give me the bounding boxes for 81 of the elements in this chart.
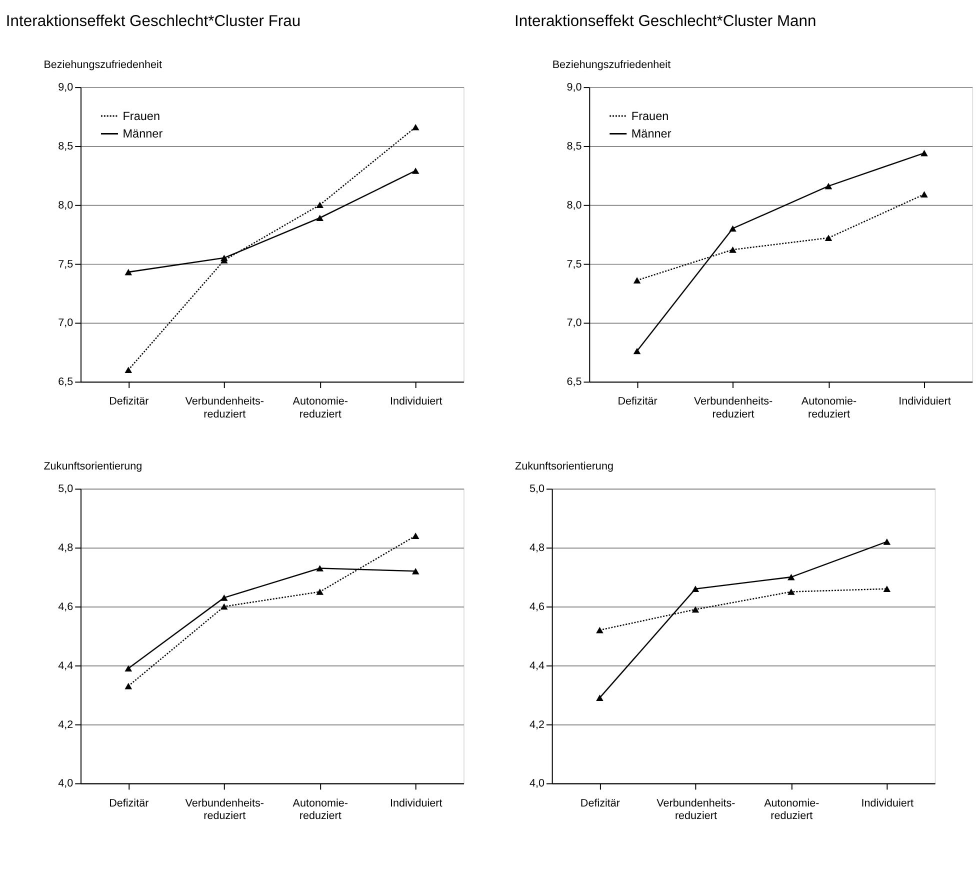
- point: [596, 694, 604, 701]
- x-tick-label: Defizitär: [109, 396, 150, 408]
- y-tick-label: 9,0: [566, 82, 582, 94]
- y-axis-title: Zukunftsorientierung: [515, 460, 614, 473]
- point: [124, 366, 132, 374]
- x-tick-label: Autonomie- reduziert: [801, 396, 857, 420]
- point: [788, 588, 795, 595]
- y-tick-label: 4,4: [58, 660, 74, 672]
- x-tick-label: Individuiert: [390, 396, 442, 408]
- point: [220, 254, 228, 262]
- point: [412, 124, 420, 130]
- y-tick-label: 4,8: [58, 542, 74, 554]
- y-tick-label: 6,5: [58, 376, 74, 388]
- point: [883, 586, 891, 592]
- legend-label: Frauen: [631, 110, 669, 123]
- point: [883, 538, 891, 545]
- y-tick-label: 4,2: [58, 718, 74, 731]
- y-tick-label: 4,4: [529, 660, 544, 672]
- y-axis-title: Zukunftsorientierung: [44, 460, 142, 473]
- y-tick-label: 7,5: [58, 258, 74, 270]
- point: [692, 586, 700, 592]
- y-tick-label: 5,0: [529, 483, 544, 496]
- x-tick-label: Autonomie- reduziert: [292, 396, 348, 420]
- chart-title: Interaktionseffekt Geschlecht*Cluster Mann: [514, 13, 816, 30]
- point: [824, 234, 832, 242]
- point: [596, 626, 604, 634]
- point: [316, 588, 324, 595]
- x-tick-label: Defizitär: [580, 797, 620, 810]
- x-tick-label: Individuiert: [898, 396, 951, 408]
- point: [220, 594, 228, 601]
- legend-label: Frauen: [122, 110, 160, 123]
- y-axis-title: Beziehungszufriedenheit: [44, 58, 162, 71]
- y-tick-label: 7,0: [58, 317, 74, 330]
- y-tick-label: 8,5: [566, 140, 582, 152]
- point: [124, 682, 132, 690]
- point: [920, 150, 928, 156]
- point: [824, 182, 832, 190]
- point: [412, 532, 420, 539]
- legend-label: Männer: [122, 128, 163, 141]
- x-tick-label: Verbundenheits- reduziert: [185, 797, 264, 822]
- y-tick-label: 4,6: [529, 600, 544, 613]
- y-tick-label: 7,5: [566, 258, 582, 270]
- x-tick-label: Autonomie- reduziert: [292, 797, 348, 822]
- point: [633, 277, 641, 284]
- point: [920, 191, 928, 198]
- point: [316, 202, 324, 208]
- y-tick-label: 4,8: [529, 542, 544, 554]
- x-tick-label: Individuiert: [861, 797, 914, 810]
- x-tick-label: Verbundenheits- reduziert: [694, 396, 773, 420]
- y-axis-title: Beziehungszufriedenheit: [552, 58, 671, 71]
- point: [729, 246, 736, 253]
- y-tick-label: 9,0: [58, 82, 74, 94]
- x-tick-label: Verbundenheits- reduziert: [185, 396, 264, 420]
- point: [633, 348, 641, 354]
- y-tick-label: 4,2: [529, 718, 544, 731]
- y-tick-label: 7,0: [566, 317, 582, 330]
- point: [729, 225, 736, 232]
- y-tick-label: 4,0: [58, 778, 74, 790]
- x-tick-label: Individuiert: [390, 797, 442, 810]
- y-tick-label: 6,5: [566, 376, 582, 388]
- point: [412, 168, 420, 174]
- y-tick-label: 8,0: [58, 199, 74, 212]
- chart-title: Interaktionseffekt Geschlecht*Cluster Frau: [6, 13, 301, 30]
- point: [316, 565, 324, 572]
- point: [220, 603, 228, 610]
- x-tick-label: Defizitär: [109, 797, 150, 810]
- point: [692, 606, 700, 613]
- point: [124, 665, 132, 672]
- y-tick-label: 8,0: [566, 199, 582, 212]
- point: [412, 568, 420, 574]
- x-tick-label: Defizitär: [618, 396, 658, 408]
- x-tick-label: Verbundenheits- reduziert: [656, 797, 736, 822]
- point: [316, 214, 324, 222]
- legend-label: Männer: [631, 128, 672, 141]
- point: [124, 268, 132, 276]
- y-tick-label: 4,0: [529, 778, 544, 790]
- y-tick-label: 5,0: [58, 483, 74, 496]
- y-tick-label: 8,5: [58, 140, 74, 152]
- point: [788, 574, 795, 580]
- x-tick-label: Autonomie- reduziert: [764, 797, 820, 822]
- y-tick-label: 4,6: [58, 600, 74, 613]
